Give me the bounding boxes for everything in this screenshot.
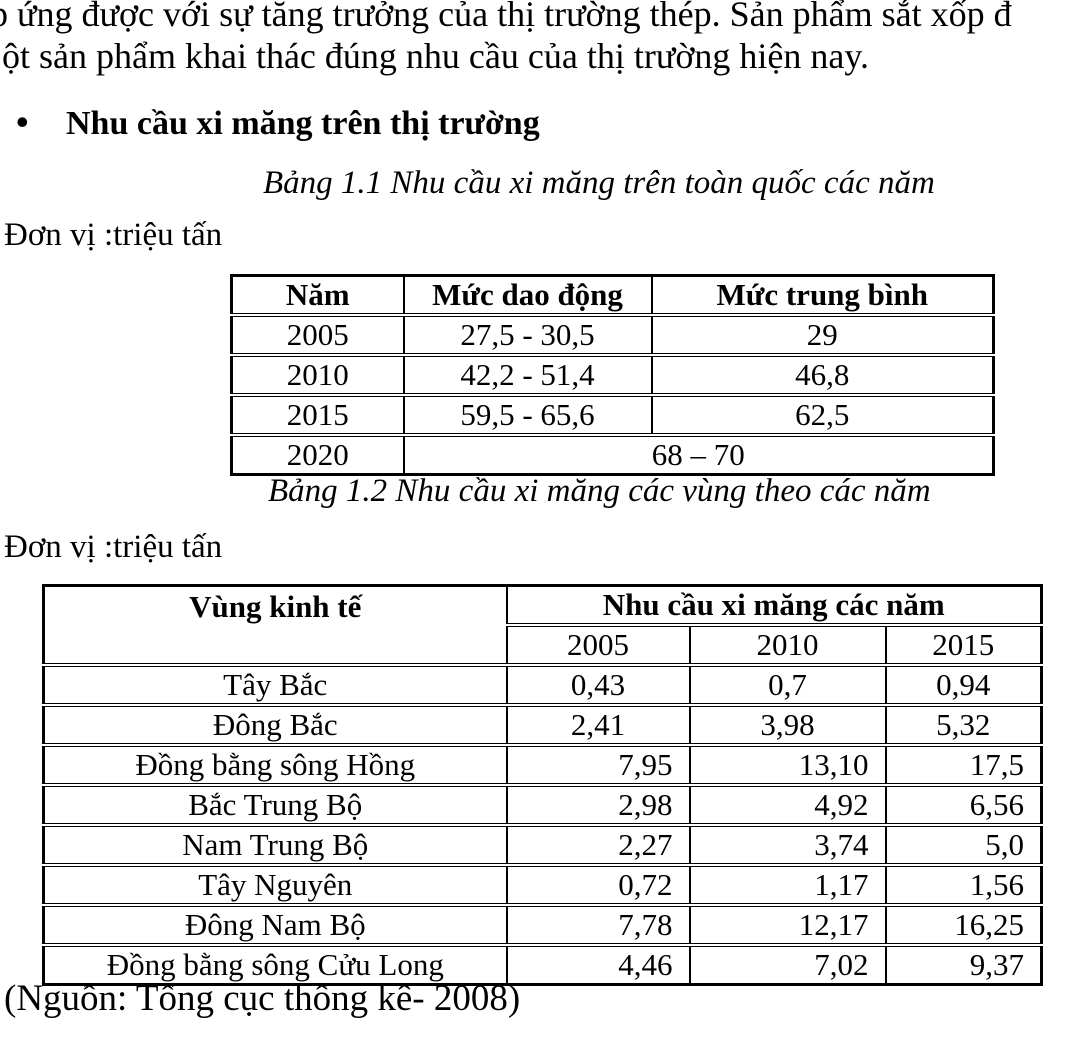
value-cell: 1,17 [688,863,887,907]
table-row: 2010 42,2 - 51,4 46,8 [230,353,995,397]
table-cell: 59,5 - 65,6 [402,393,653,437]
table-1-1-caption: Bảng 1.1 Nhu cầu xi măng trên toàn quốc … [263,165,935,201]
table-cell: 2020 [230,433,405,476]
table-cell: 2005 [230,313,405,357]
table-subheader-row: 2005 2010 2015 [44,623,1043,667]
value-cell: 6,56 [884,783,1043,827]
table-header-cell-region: Vùng kinh tế [42,584,508,667]
value-cell: 7,02 [688,943,887,986]
table-header-cell-group: Nhu cầu xi măng các năm [505,584,1043,627]
table-row: 2015 59,5 - 65,6 62,5 [230,393,995,437]
source-note: (Nguồn: Tổng cục thống kê- 2008) [4,978,521,1019]
value-cell: 4,46 [505,943,691,986]
region-cell: Đông Bắc [42,703,508,747]
table-1-2-unit-label: Đơn vị :triệu tấn [4,529,223,565]
table-1-1-body: 2005 27,5 - 30,5 29 2010 42,2 - 51,4 46,8 2015… [230,313,995,476]
table-row: 2005 27,5 - 30,5 29 [230,313,995,357]
table-cell: 2010 [230,353,405,397]
table-cell: 62,5 [650,393,995,437]
top-paragraph-line2: ột sản phẩm khai thác đúng nhu cầu của t… [2,36,869,76]
value-cell: 2,98 [505,783,691,827]
region-cell: Đồng bằng sông Cửu Long [42,943,508,986]
region-cell: Tây Nguyên [42,863,508,907]
value-cell: 0,7 [688,663,887,707]
table-header-row: Vùng kinh tế Nhu cầu xi măng các năm [42,584,1043,667]
section-heading: Nhu cầu xi măng trên thị trường [66,105,540,142]
table-header-cell: Năm [230,274,405,317]
table-row: Đồng bằng sông Cửu Long 4,46 7,02 9,37 [42,943,1043,986]
value-cell: 0,94 [884,663,1043,707]
value-cell: 5,0 [884,823,1043,867]
table-row: 2020 68 – 70 [230,433,995,476]
section-heading-row: • Nhu cầu xi măng trên thị trường [16,100,540,146]
table-row: Bắc Trung Bộ 2,98 4,92 6,56 [42,783,1043,827]
value-cell: 3,98 [688,703,887,747]
value-cell: 0,43 [505,663,691,707]
bullet-icon: • [16,102,29,142]
table-cell: 42,2 - 51,4 [402,353,653,397]
value-cell: 9,37 [884,943,1043,986]
table-row: Tây Nguyên 0,72 1,17 1,56 [42,863,1043,907]
table-row: Đông Nam Bộ 7,78 12,17 16,25 [42,903,1043,947]
region-cell: Bắc Trung Bộ [42,783,508,827]
table-1-2-caption: Bảng 1.2 Nhu cầu xi măng các vùng theo c… [268,473,931,509]
table-header-cell: Mức trung bình [650,274,995,317]
table-cell: 46,8 [650,353,995,397]
table-row: Tây Bắc 0,43 0,7 0,94 [42,663,1043,707]
value-cell: 12,17 [688,903,887,947]
value-cell: 7,95 [505,743,691,787]
value-cell: 7,78 [505,903,691,947]
table-header-cell: Mức dao động [402,274,653,317]
table-1-1-unit-label: Đơn vị :triệu tấn [4,217,223,253]
region-cell: Đồng bằng sông Hồng [42,743,508,787]
table-row: Đồng bằng sông Hồng 7,95 13,10 17,5 [42,743,1043,787]
table-1-2-body: Tây Bắc 0,43 0,7 0,94 Đông Bắc 2,41 3,98 5,32 Đồ… [42,663,1043,986]
value-cell: 17,5 [884,743,1043,787]
value-cell: 4,92 [688,783,887,827]
top-paragraph-line1: p ứng được với sự tăng trưởng của thị tr… [0,0,1012,34]
value-cell: 2,27 [505,823,691,867]
region-cell: Đông Nam Bộ [42,903,508,947]
table-header-row: Năm Mức dao động Mức trung bình [230,274,995,317]
table-row: Đông Bắc 2,41 3,98 5,32 [42,703,1043,747]
table-header-cell-year: 2015 [884,623,1043,667]
region-cell: Nam Trung Bộ [42,823,508,867]
table-header-cell-year: 2010 [688,623,887,667]
table-1-2: Vùng kinh tế Nhu cầu xi măng các năm 200… [42,584,1043,986]
table-header-cell-year: 2005 [505,623,691,667]
value-cell: 3,74 [688,823,887,867]
value-cell: 16,25 [884,903,1043,947]
table-cell: 27,5 - 30,5 [402,313,653,357]
value-cell: 1,56 [884,863,1043,907]
region-cell: Tây Bắc [42,663,508,707]
table-cell: 29 [650,313,995,357]
value-cell: 5,32 [884,703,1043,747]
table-1-1: Năm Mức dao động Mức trung bình 2005 27,5… [230,274,995,476]
value-cell: 2,41 [505,703,691,747]
table-row: Nam Trung Bộ 2,27 3,74 5,0 [42,823,1043,867]
value-cell: 13,10 [688,743,887,787]
table-cell: 68 – 70 [402,433,995,476]
table-cell: 2015 [230,393,405,437]
value-cell: 0,72 [505,863,691,907]
